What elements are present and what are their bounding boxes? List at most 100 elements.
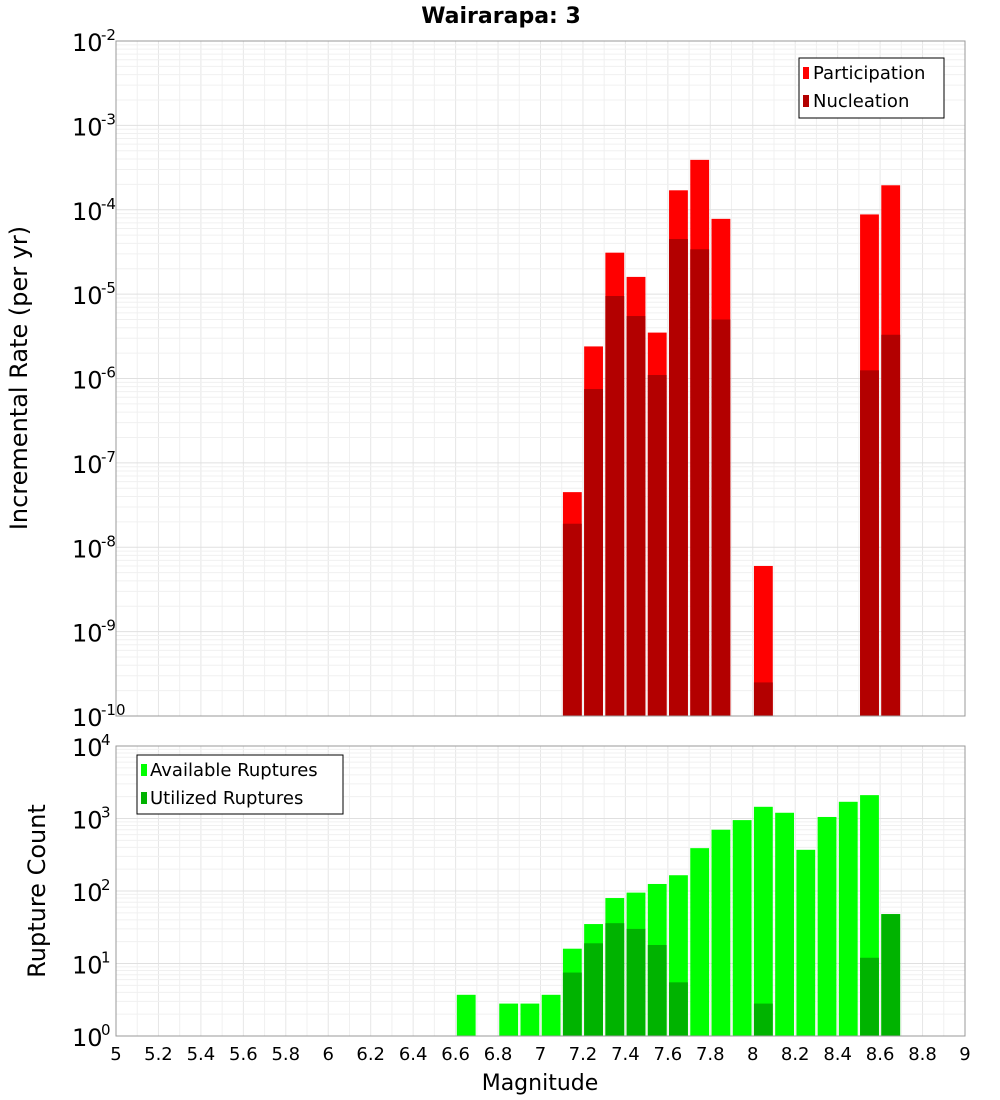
nucleation-legend-label: Nucleation bbox=[813, 91, 909, 112]
count-y-tick-label: 10 bbox=[72, 879, 103, 907]
count-bar-utilized-ruptures bbox=[881, 914, 901, 1036]
count-y-tick-exponent: 3 bbox=[101, 804, 111, 822]
count-bar-available-ruptures bbox=[817, 816, 837, 1036]
nucleation-legend-swatch bbox=[803, 95, 809, 107]
participation-legend-swatch bbox=[803, 67, 809, 79]
count-legend-box bbox=[136, 754, 344, 815]
utilized-legend-label: Utilized Ruptures bbox=[150, 788, 303, 809]
rate-y-tick-label: 10 bbox=[72, 198, 103, 226]
participation-legend-label: Participation bbox=[813, 63, 925, 84]
x-tick-label: 5.2 bbox=[144, 1044, 173, 1065]
rate-y-tick-exponent: -4 bbox=[101, 195, 116, 213]
rate-y-tick-label: 10 bbox=[72, 451, 103, 479]
rate-bar-nucleation bbox=[647, 375, 667, 716]
x-tick-label: 7.8 bbox=[696, 1044, 725, 1065]
count-plot-bars bbox=[456, 795, 901, 1036]
count-bar-available-ruptures bbox=[711, 829, 731, 1036]
chart-title: Wairarapa: 3 bbox=[421, 4, 581, 29]
count-y-tick-exponent: 2 bbox=[101, 876, 111, 894]
rate-bar-nucleation bbox=[605, 296, 625, 716]
rate-y-tick-label: 10 bbox=[72, 620, 103, 648]
count-bar-utilized-ruptures bbox=[669, 982, 688, 1036]
rate-y-tick-exponent: -2 bbox=[101, 26, 116, 44]
count-bar-available-ruptures bbox=[796, 849, 816, 1036]
count-bar-available-ruptures bbox=[753, 806, 773, 1036]
x-tick-label: 9 bbox=[959, 1044, 970, 1065]
count-y-tick-exponent: 4 bbox=[101, 731, 111, 749]
x-tick-label: 5 bbox=[110, 1044, 121, 1065]
rate-bar-nucleation bbox=[669, 239, 688, 716]
x-tick-label: 6.2 bbox=[356, 1044, 385, 1065]
rate-legend-box bbox=[798, 57, 945, 119]
x-tick-label: 7.2 bbox=[569, 1044, 598, 1065]
x-tick-label: 8.2 bbox=[781, 1044, 810, 1065]
rate-bar-nucleation bbox=[881, 334, 901, 716]
x-tick-label: 6 bbox=[323, 1044, 334, 1065]
rate-bar-nucleation bbox=[562, 523, 582, 716]
x-tick-label: 7.6 bbox=[654, 1044, 683, 1065]
count-bar-available-ruptures bbox=[838, 801, 858, 1036]
count-y-tick-exponent: 1 bbox=[101, 949, 111, 967]
rate-bar-nucleation bbox=[690, 249, 710, 716]
x-axis-ticks: 5 5.2 5.4 5.6 5.8 6 6.2 6.4 6.6 6.8 7 7.2 7.4 7.6 7.8 8… bbox=[110, 1044, 970, 1065]
count-y-tick-label: 10 bbox=[72, 734, 103, 762]
rate-bar-nucleation bbox=[860, 370, 879, 716]
x-tick-label: 5.6 bbox=[229, 1044, 258, 1065]
count-bar-available-ruptures bbox=[541, 994, 561, 1036]
count-bar-utilized-ruptures bbox=[562, 972, 582, 1036]
rate-bar-participation bbox=[753, 565, 773, 716]
x-tick-label: 8.8 bbox=[908, 1044, 937, 1065]
count-bar-utilized-ruptures bbox=[647, 944, 667, 1036]
count-bar-available-ruptures bbox=[732, 820, 752, 1036]
count-bar-available-ruptures bbox=[775, 812, 794, 1036]
rate-y-tick-exponent: -10 bbox=[101, 701, 126, 719]
rate-y-tick-exponent: -5 bbox=[101, 279, 116, 297]
count-legend: Available Ruptures Utilized Ruptures bbox=[136, 754, 344, 815]
rate-y-tick-label: 10 bbox=[72, 113, 103, 141]
count-y-tick-label: 10 bbox=[72, 952, 103, 980]
x-tick-label: 8 bbox=[747, 1044, 758, 1065]
rate-y-tick-exponent: -9 bbox=[101, 617, 116, 635]
count-y-tick-label: 10 bbox=[72, 1024, 103, 1052]
count-bar-utilized-ruptures bbox=[860, 957, 879, 1036]
rate-y-axis-label: Incremental Rate (per yr) bbox=[5, 226, 33, 530]
rate-bar-nucleation bbox=[711, 319, 731, 716]
x-axis-label: Magnitude bbox=[482, 1071, 599, 1096]
rate-y-tick-exponent: -3 bbox=[101, 110, 116, 128]
count-bar-utilized-ruptures bbox=[584, 943, 603, 1036]
x-tick-label: 7.4 bbox=[611, 1044, 640, 1065]
x-tick-label: 5.8 bbox=[271, 1044, 300, 1065]
rate-y-tick-label: 10 bbox=[72, 367, 103, 395]
count-bar-utilized-ruptures bbox=[626, 928, 646, 1036]
rate-y-tick-label: 10 bbox=[72, 535, 103, 563]
x-tick-label: 5.4 bbox=[187, 1044, 216, 1065]
x-tick-label: 6.4 bbox=[399, 1044, 428, 1065]
x-tick-label: 7 bbox=[535, 1044, 546, 1065]
count-y-tick-label: 10 bbox=[72, 807, 103, 835]
x-tick-label: 6.8 bbox=[484, 1044, 513, 1065]
count-bar-utilized-ruptures bbox=[605, 923, 625, 1036]
rate-bar-nucleation bbox=[626, 316, 646, 716]
rate-y-tick-exponent: -7 bbox=[101, 448, 116, 466]
utilized-legend-swatch bbox=[141, 792, 147, 804]
rate-plot-grid bbox=[115, 41, 966, 717]
available-legend-label: Available Ruptures bbox=[150, 760, 318, 781]
count-bar-available-ruptures bbox=[499, 1003, 519, 1036]
x-tick-label: 8.4 bbox=[823, 1044, 852, 1065]
count-bar-available-ruptures bbox=[520, 1003, 540, 1036]
count-y-axis-label: Rupture Count bbox=[23, 804, 51, 978]
rate-plot-bars bbox=[562, 159, 901, 717]
rate-y-tick-exponent: -6 bbox=[101, 364, 116, 382]
count-bar-available-ruptures bbox=[690, 848, 710, 1036]
rate-y-tick-label: 10 bbox=[72, 29, 103, 57]
count-bar-utilized-ruptures bbox=[753, 1003, 773, 1036]
count-y-tick-exponent: 0 bbox=[101, 1021, 111, 1039]
x-tick-label: 8.6 bbox=[866, 1044, 895, 1065]
rate-plot-frame bbox=[115, 40, 966, 717]
rate-y-tick-label: 10 bbox=[72, 282, 103, 310]
